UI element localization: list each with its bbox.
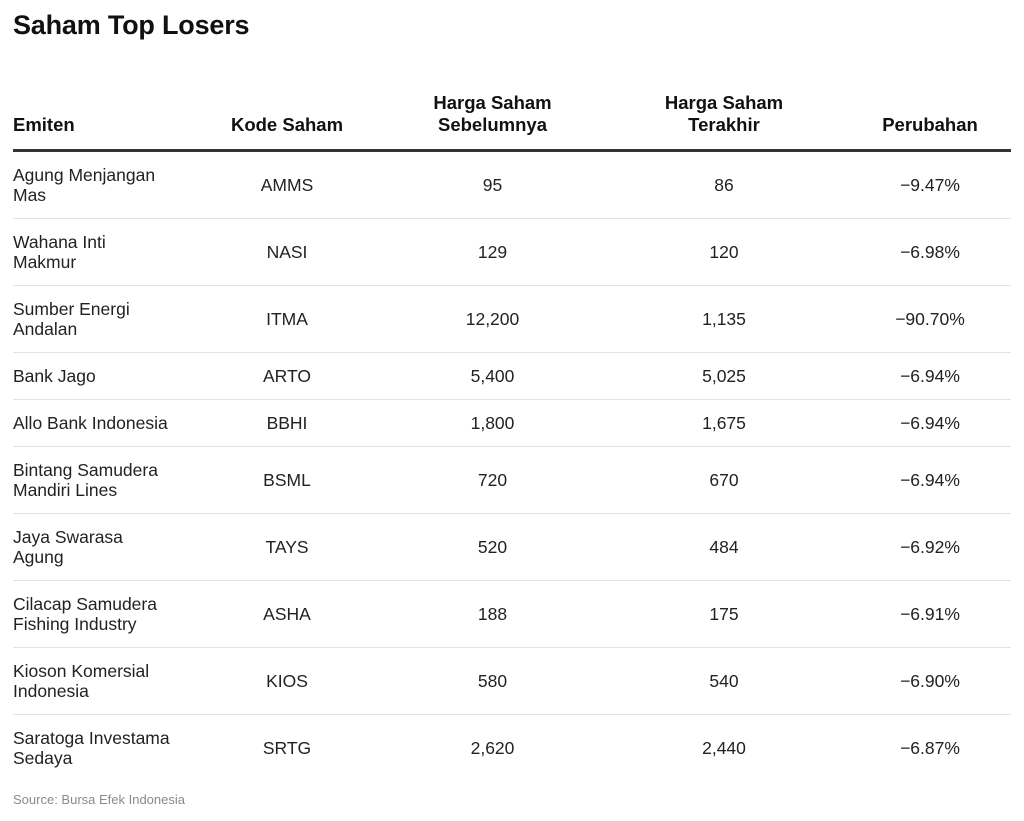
table-body: Agung Menjangan Mas AMMS 95 86 −9.47% Wahana I… <box>13 150 1011 782</box>
cell-emiten: Saratoga Investama Sedaya <box>13 715 188 782</box>
cell-harga-sebelumnya: 12,200 <box>386 285 599 353</box>
cell-emiten: Wahana Inti Makmur <box>13 218 188 286</box>
cell-harga-sebelumnya: 5,400 <box>386 352 599 400</box>
table-row: Kioson Komersial Indonesia KIOS 580 540 −6.90… <box>13 647 1011 715</box>
header-emiten: Emiten <box>13 70 188 152</box>
table-row: Sumber Energi Andalan ITMA 12,200 1,135 −90.7… <box>13 285 1011 353</box>
top-losers-table: Emiten Kode Saham Harga Saham Sebelumnya… <box>13 70 1011 781</box>
header-harga-terakhir-line-1: Harga Saham <box>664 92 784 113</box>
emiten-name-line: Fishing Industry <box>13 614 137 634</box>
cell-kode-saham: TAYS <box>188 513 386 581</box>
cell-harga-sebelumnya: 129 <box>386 218 599 286</box>
cell-emiten: Sumber Energi Andalan <box>13 285 188 353</box>
cell-perubahan: −6.92% <box>849 513 1011 581</box>
cell-kode-saham: ASHA <box>188 580 386 648</box>
cell-perubahan: −6.94% <box>849 399 1011 447</box>
emiten-name-line: Kioson Komersial <box>13 660 150 681</box>
emiten-name-line: Allo Bank Indonesia <box>13 412 168 433</box>
table-row: Bank Jago ARTO 5,400 5,025 −6.94% <box>13 352 1011 400</box>
cell-harga-terakhir: 120 <box>599 218 849 286</box>
cell-emiten: Kioson Komersial Indonesia <box>13 647 188 715</box>
cell-perubahan: −6.87% <box>900 737 960 758</box>
header-harga-sebelumnya-line-1: Harga Saham <box>433 92 552 113</box>
cell-kode-saham: SRTG <box>262 737 312 758</box>
header-harga-terakhir-line-2: Terakhir <box>688 114 760 135</box>
emiten-name-line: Bintang Samudera <box>13 459 158 480</box>
cell-perubahan: −9.47% <box>849 150 1011 219</box>
cell-kode-saham: NASI <box>188 218 386 286</box>
header-harga-terakhir: Harga Saham Terakhir <box>599 70 849 152</box>
emiten-name-line: Mandiri Lines <box>13 480 118 500</box>
cell-emiten: Bank Jago <box>13 352 188 400</box>
cell-harga-terakhir: 1,675 <box>599 399 849 447</box>
cell-harga-sebelumnya: 95 <box>386 150 599 219</box>
emiten-name-line: Jaya Swarasa <box>13 526 123 547</box>
cell-perubahan: −6.91% <box>849 580 1011 648</box>
cell-harga-terakhir: 540 <box>599 647 849 715</box>
cell-harga-sebelumnya: 1,800 <box>386 399 599 447</box>
cell-harga-sebelumnya: 520 <box>386 513 599 581</box>
cell-perubahan: −6.90% <box>849 647 1011 715</box>
source-note: Source: Bursa Efek Indonesia <box>13 792 185 807</box>
cell-harga-terakhir: 86 <box>599 150 849 219</box>
table-row: Allo Bank Indonesia BBHI 1,800 1,675 −6.94% <box>13 399 1011 447</box>
emiten-name-line: Wahana Inti <box>13 231 106 252</box>
header-perubahan: Perubahan <box>849 70 1011 152</box>
cell-harga-terakhir: 2,440 <box>702 737 746 758</box>
emiten-name-line: Indonesia <box>13 681 89 701</box>
table-row: Jaya Swarasa Agung TAYS 520 484 −6.92% <box>13 513 1011 581</box>
header-kode-saham: Kode Saham <box>188 70 386 152</box>
cell-emiten: Cilacap Samudera Fishing Industry <box>13 580 188 648</box>
header-kode-saham-line-1: Kode Saham <box>230 114 344 135</box>
chart-title: Saham Top Losers <box>13 10 250 40</box>
cell-emiten: Agung Menjangan Mas <box>13 150 188 219</box>
header-harga-sebelumnya: Harga Saham Sebelumnya <box>386 70 599 152</box>
emiten-name-line: Saratoga Investama <box>13 727 170 748</box>
cell-perubahan: −90.70% <box>849 285 1011 353</box>
header-harga-sebelumnya-line-2: Sebelumnya <box>438 114 547 135</box>
cell-kode-saham: AMMS <box>188 150 386 219</box>
emiten-name-line: Agung <box>13 547 64 567</box>
cell-emiten: Bintang Samudera Mandiri Lines <box>13 446 188 514</box>
cell-harga-sebelumnya: 720 <box>386 446 599 514</box>
cell-harga-terakhir: 1,135 <box>599 285 849 353</box>
cell-harga-sebelumnya: 2,620 <box>470 737 515 758</box>
table-row: Cilacap Samudera Fishing Industry ASHA 188 1… <box>13 580 1011 648</box>
cell-perubahan: −6.98% <box>849 218 1011 286</box>
table-row: Agung Menjangan Mas AMMS 95 86 −9.47% <box>13 150 1011 219</box>
cell-harga-sebelumnya: 188 <box>386 580 599 648</box>
cell-harga-terakhir: 484 <box>599 513 849 581</box>
cell-perubahan: −6.94% <box>849 446 1011 514</box>
cell-emiten: Allo Bank Indonesia <box>13 399 188 447</box>
emiten-name-line: Cilacap Samudera <box>13 593 157 614</box>
table-row: Wahana Inti Makmur NASI 129 120 −6.98% <box>13 218 1011 286</box>
table-row: Bintang Samudera Mandiri Lines BSML 720 670−… <box>13 446 1011 514</box>
emiten-name-line: Mas <box>13 185 47 205</box>
cell-perubahan: −6.94% <box>849 352 1011 400</box>
cell-kode-saham: BSML <box>188 446 386 514</box>
emiten-name-line: Makmur <box>13 252 77 272</box>
cell-kode-saham: ITMA <box>188 285 386 353</box>
emiten-name-line: Andalan <box>13 319 78 339</box>
table-row: Saratoga Investama Sedaya SRTG 2,620 2,440 −6… <box>13 715 1011 782</box>
emiten-name-line: Bank Jago <box>13 365 96 386</box>
cell-kode-saham: KIOS <box>188 647 386 715</box>
cell-harga-terakhir: 670 <box>599 446 849 514</box>
header-emiten-line-1: Emiten <box>13 114 75 135</box>
header-perubahan-line-1: Perubahan <box>882 114 978 135</box>
cell-harga-sebelumnya: 580 <box>386 647 599 715</box>
cell-kode-saham: ARTO <box>188 352 386 400</box>
cell-kode-saham: BBHI <box>188 399 386 447</box>
emiten-name-line: Sumber Energi <box>13 298 130 319</box>
cell-harga-terakhir: 5,025 <box>599 352 849 400</box>
cell-harga-terakhir: 175 <box>599 580 849 648</box>
emiten-name-line: Agung Menjangan <box>13 164 156 185</box>
emiten-name-line: Sedaya <box>13 748 73 768</box>
table-header-row: Emiten Kode Saham Harga Saham Sebelumnya… <box>13 70 1011 152</box>
cell-emiten: Jaya Swarasa Agung <box>13 513 188 581</box>
